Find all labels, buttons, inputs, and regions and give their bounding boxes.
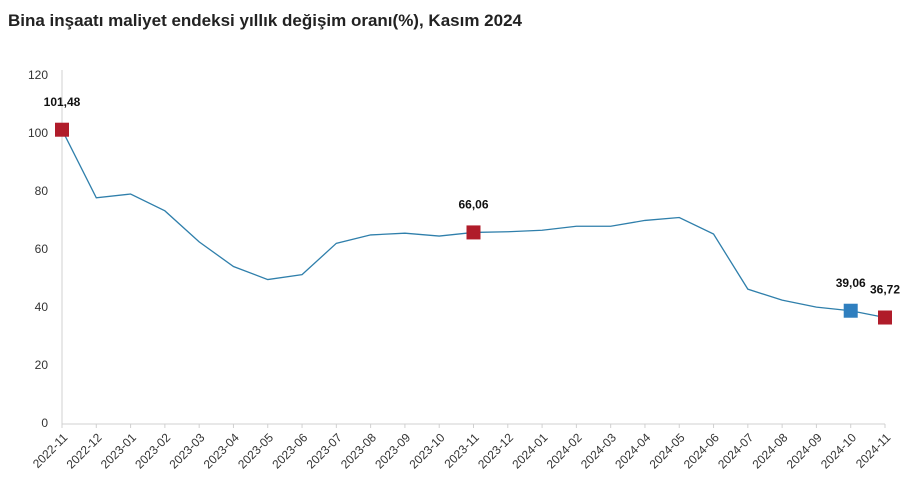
marker	[878, 310, 892, 325]
x-tick-label: 2023-07	[304, 430, 345, 471]
x-tick-label: 2022-11	[30, 430, 71, 471]
value-label: 39,06	[836, 276, 866, 290]
line	[61, 129, 886, 319]
y-tick-label: 80	[35, 184, 49, 198]
x-tick-label: 2024-04	[612, 430, 653, 471]
x-tick-label: 2023-01	[98, 430, 139, 471]
marker	[55, 122, 69, 137]
marker	[843, 303, 858, 318]
x-tick-label: 2023-10	[407, 430, 448, 471]
x-tick-label: 2024-10	[818, 430, 859, 471]
x-tick-label: 2023-04	[201, 430, 242, 471]
x-tick-label: 2024-07	[715, 430, 756, 471]
x-tick-label: 2024-09	[784, 430, 825, 471]
chart-title: Bina inşaatı maliyet endeksi yıllık deği…	[8, 11, 523, 30]
value-label: 101,48	[44, 95, 81, 109]
y-tick-label: 100	[28, 126, 48, 140]
x-tick-label: 2024-11	[853, 430, 894, 471]
x-tick-label: 2023-09	[372, 430, 413, 471]
x-tick-label: 2024-05	[647, 430, 688, 471]
x-tick-label: 2023-12	[475, 430, 516, 471]
y-tick-label: 20	[35, 358, 49, 372]
y-tick-label: 120	[28, 68, 48, 82]
x-tick-label: 2024-08	[749, 430, 790, 471]
x-tick-label: 2024-01	[509, 430, 550, 471]
x-tick-label: 2024-06	[681, 430, 722, 471]
x-tick-label: 2023-11	[441, 430, 482, 471]
value-label: 36,72	[870, 283, 900, 297]
x-tick-label: 2023-06	[269, 430, 310, 471]
value-label: 66,06	[458, 198, 488, 212]
x-tick-label: 2023-02	[132, 430, 173, 471]
x-tick-label: 2023-03	[166, 430, 207, 471]
x-tick-label: 2022-12	[64, 430, 105, 471]
x-tick-label: 2023-08	[338, 430, 379, 471]
x-tick-label: 2024-02	[544, 430, 585, 471]
y-tick-label: 60	[35, 242, 49, 256]
x-tick-label: 2024-03	[578, 430, 619, 471]
marker	[466, 225, 481, 240]
y-tick-label: 40	[35, 300, 49, 314]
y-tick-label: 0	[41, 416, 48, 430]
x-tick-label: 2023-05	[235, 430, 276, 471]
